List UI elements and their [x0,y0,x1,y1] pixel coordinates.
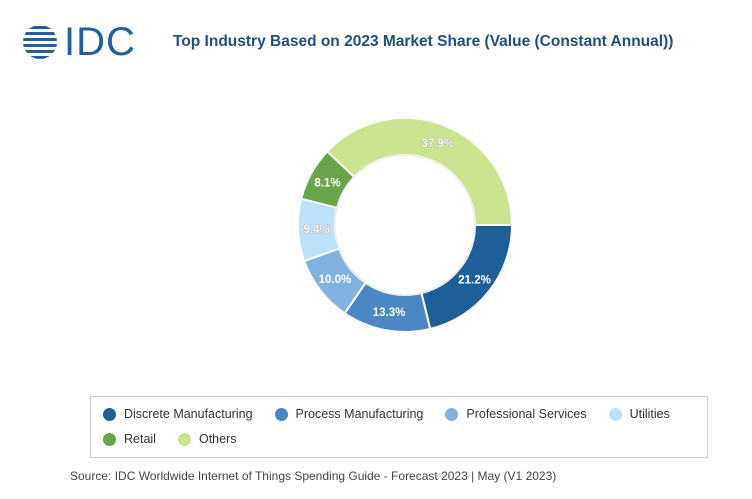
legend-swatch [103,432,116,446]
legend-item-utilities[interactable]: Utilities [608,407,670,421]
idc-logo: IDC [22,22,136,62]
legend-label: Retail [124,432,156,446]
legend-label: Process Manufacturing [295,407,424,421]
slice-data-label: 9.4% [303,224,329,236]
globe-icon [23,26,57,59]
legend-swatch [608,407,622,421]
legend-swatch [103,407,116,421]
slice-data-label: 21.2% [458,275,491,287]
slice-data-label: 8.1% [314,177,340,189]
legend-row: Discrete Manufacturing Process Manufactu… [103,407,692,421]
chart-legend: Discrete Manufacturing Process Manufactu… [90,396,708,458]
legend-item-professional-services[interactable]: Professional Services [445,407,587,421]
legend-item-process-manufacturing[interactable]: Process Manufacturing [274,407,424,421]
slice-data-label: 10.0% [319,274,352,286]
legend-swatch [274,407,288,421]
donut-chart: 21.2% 13.3% 10.0% 9.4% 8.1% 37.9% [297,117,514,333]
legend-label: Utilities [629,407,670,421]
legend-swatch [177,432,191,446]
source-note: Source: IDC Worldwide Internet of Things… [70,469,557,483]
donut-hole [334,154,476,296]
logo-text: IDC [64,20,136,64]
legend-row: Retail Others [103,432,258,446]
slice-data-label: 13.3% [373,307,406,319]
slice-data-label: 37.9% [421,138,454,150]
legend-item-discrete-manufacturing[interactable]: Discrete Manufacturing [103,407,253,421]
legend-label: Discrete Manufacturing [124,407,253,421]
legend-label: Others [198,432,237,446]
legend-item-retail[interactable]: Retail [103,432,156,446]
legend-swatch [445,407,459,421]
legend-label: Professional Services [466,407,587,421]
legend-item-others[interactable]: Others [177,432,237,446]
chart-title: Top Industry Based on 2023 Market Share … [173,33,674,50]
